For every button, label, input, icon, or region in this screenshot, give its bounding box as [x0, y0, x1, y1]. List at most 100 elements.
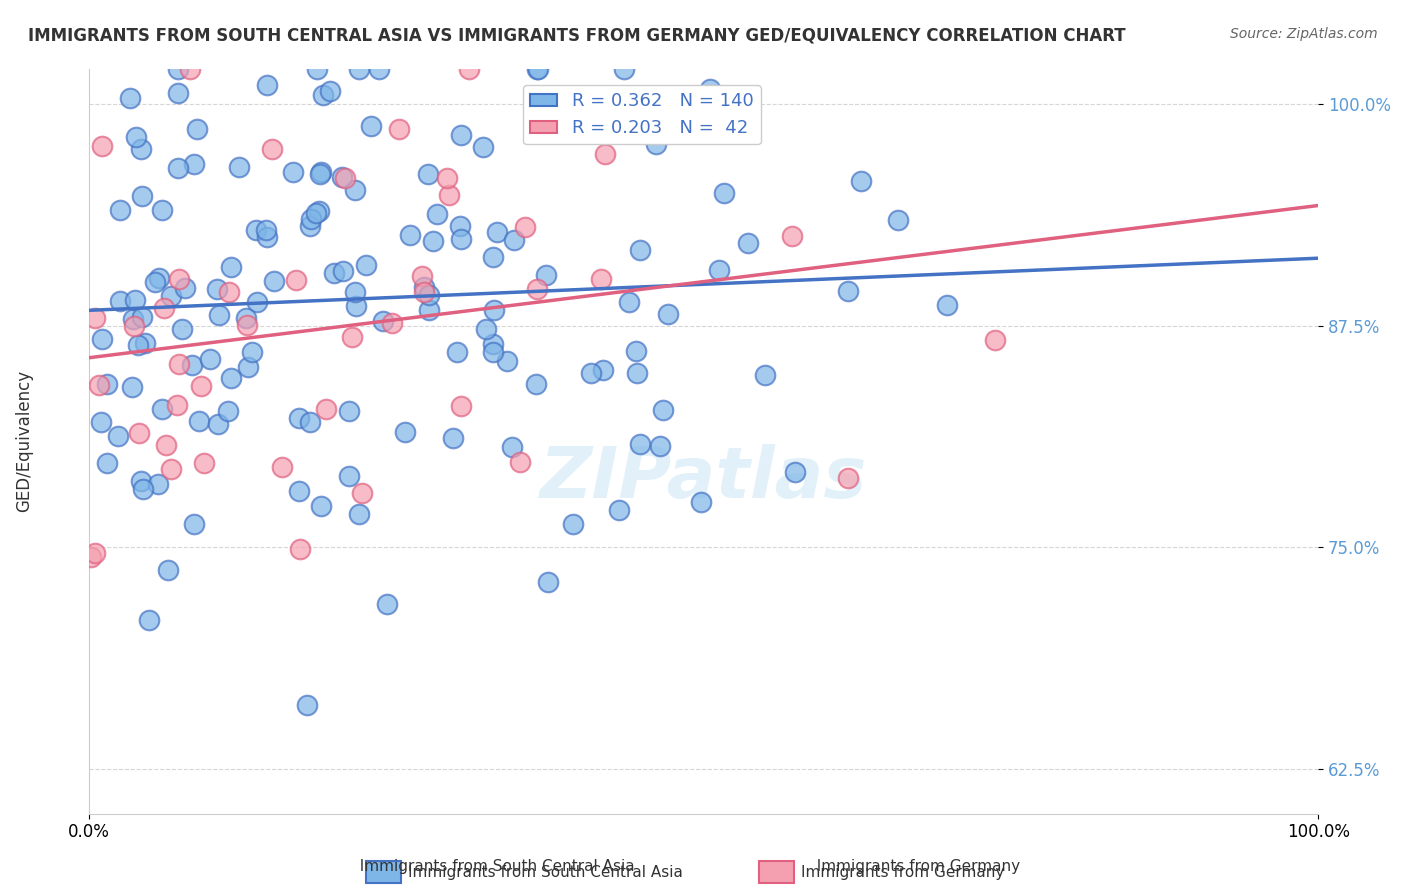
Point [166, 398, 188, 412]
Point [298, 219, 321, 233]
Point [561, 517, 583, 532]
Text: Source: ZipAtlas.com: Source: ZipAtlas.com [1230, 27, 1378, 41]
Point [299, 415, 322, 429]
Point [263, 274, 285, 288]
Point [240, 345, 263, 359]
Point [89, 416, 111, 430]
Point [644, 136, 666, 151]
Point [186, 122, 208, 136]
Point [628, 244, 651, 258]
Point [138, 614, 160, 628]
Point [375, 598, 398, 612]
Point [89, 378, 111, 392]
Point [754, 368, 776, 383]
Point [129, 142, 152, 156]
Point [482, 337, 505, 351]
Point [526, 62, 548, 76]
Point [288, 542, 311, 557]
Point [484, 302, 506, 317]
Point [482, 250, 505, 264]
Point [312, 87, 335, 102]
Point [426, 207, 449, 221]
Point [849, 174, 872, 188]
Point [128, 425, 150, 440]
Point [120, 91, 142, 105]
Point [398, 228, 420, 243]
Point [411, 268, 433, 283]
Point [536, 574, 558, 589]
Point [695, 117, 717, 131]
Point [486, 225, 509, 239]
Point [180, 359, 202, 373]
Point [281, 165, 304, 179]
Point [287, 410, 309, 425]
Point [335, 171, 357, 186]
Point [443, 431, 465, 445]
Point [337, 403, 360, 417]
Point [122, 311, 145, 326]
Text: Immigrants from South Central Asia: Immigrants from South Central Asia [408, 865, 683, 880]
Point [245, 223, 267, 237]
Point [308, 204, 330, 219]
Point [538, 119, 561, 133]
Point [288, 483, 311, 498]
Point [936, 298, 959, 312]
Point [295, 698, 318, 712]
Point [886, 213, 908, 227]
Point [458, 62, 481, 76]
Point [83, 311, 105, 326]
Point [450, 231, 472, 245]
Point [319, 84, 342, 98]
Point [174, 281, 197, 295]
Point [624, 343, 647, 358]
Point [501, 440, 523, 454]
Point [167, 272, 190, 286]
Point [347, 62, 370, 76]
Point [437, 187, 460, 202]
Point [699, 81, 721, 95]
Point [84, 546, 107, 560]
Point [529, 118, 551, 132]
Point [436, 170, 458, 185]
Point [90, 138, 112, 153]
Point [418, 302, 440, 317]
Point [96, 377, 118, 392]
Point [96, 456, 118, 470]
Point [337, 469, 360, 483]
Text: IMMIGRANTS FROM SOUTH CENTRAL ASIA VS IMMIGRANTS FROM GERMANY GED/EQUIVALENCY CO: IMMIGRANTS FROM SOUTH CENTRAL ASIA VS IM… [28, 27, 1126, 45]
Point [373, 314, 395, 328]
Point [626, 366, 648, 380]
Point [509, 455, 531, 469]
Point [160, 289, 183, 303]
Point [80, 549, 103, 564]
Point [131, 189, 153, 203]
Point [218, 285, 240, 299]
Point [146, 477, 169, 491]
Point [737, 235, 759, 250]
Point [124, 319, 146, 334]
Point [503, 234, 526, 248]
Point [127, 338, 149, 352]
Point [157, 564, 180, 578]
Point [167, 357, 190, 371]
Point [709, 263, 731, 277]
Point [311, 165, 333, 179]
Point [713, 186, 735, 201]
Point [332, 264, 354, 278]
Point [193, 456, 215, 470]
Point [422, 234, 444, 248]
Point [344, 285, 367, 299]
Text: Immigrants from Germany: Immigrants from Germany [807, 859, 1021, 874]
Point [219, 260, 242, 274]
Point [260, 142, 283, 156]
Point [299, 212, 322, 227]
Point [617, 294, 640, 309]
Point [413, 280, 436, 294]
Point [388, 121, 411, 136]
Point [780, 228, 803, 243]
Point [150, 202, 173, 217]
Point [183, 156, 205, 170]
Point [124, 293, 146, 308]
Text: Immigrants from Germany: Immigrants from Germany [801, 865, 1005, 880]
Point [340, 330, 363, 344]
